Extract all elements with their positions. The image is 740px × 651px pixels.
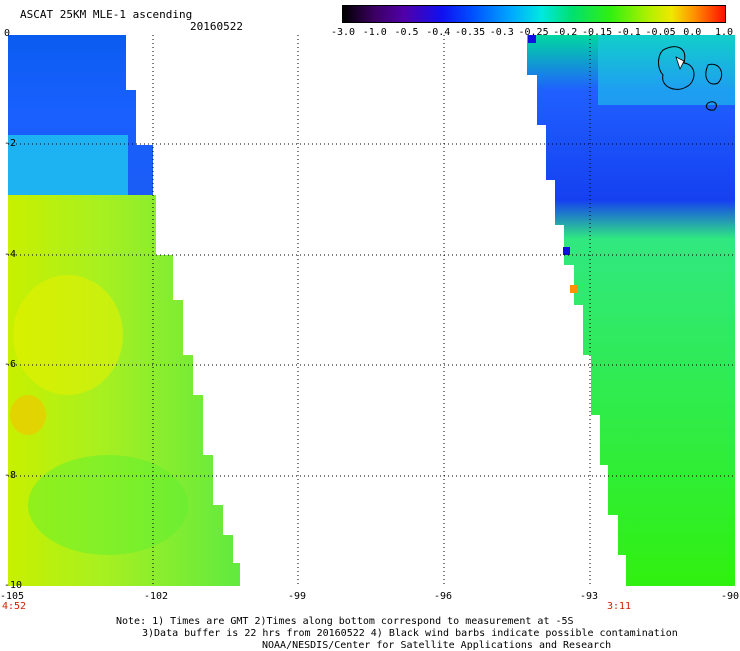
x-tick: -102 — [144, 591, 169, 602]
swath-map — [8, 35, 735, 586]
colorbar-label: -0.5 — [394, 27, 419, 38]
x-tick: -93 — [580, 591, 599, 602]
colorbar-label: -0.05 — [645, 27, 676, 38]
colorbar-label: -1.0 — [362, 27, 387, 38]
x-tick: -105 — [0, 591, 25, 602]
colorbar-label: -0.3 — [489, 27, 514, 38]
island-outline — [705, 63, 723, 85]
map-date: 20160522 — [190, 20, 243, 33]
x-tick: -90 — [721, 591, 740, 602]
island-outline — [705, 101, 717, 111]
map-title: ASCAT 25KM MLE-1 ascending — [20, 8, 193, 21]
colorbar-label: -0.2 — [553, 27, 578, 38]
island-outline — [658, 46, 695, 90]
note-line-3: NOAA/NESDIS/Center for Satellite Applica… — [262, 640, 612, 651]
note-line-1: Note: 1) Times are GMT 2)Times along bot… — [116, 616, 574, 627]
y-tick: -2 — [4, 138, 17, 149]
y-tick: -8 — [4, 470, 17, 481]
colorbar-label: 0.0 — [683, 27, 702, 38]
time-label-left: 4:52 — [2, 601, 27, 612]
y-tick: 0 — [4, 28, 11, 39]
colorbar-label: -0.25 — [518, 27, 549, 38]
colorbar-label: -0.4 — [426, 27, 451, 38]
colorbar-label: -0.15 — [582, 27, 613, 38]
y-tick: -6 — [4, 359, 17, 370]
x-tick: -99 — [288, 591, 307, 602]
colorbar-label: -0.1 — [616, 27, 641, 38]
x-tick: -96 — [434, 591, 453, 602]
colorbar — [342, 5, 726, 23]
colorbar-label: -0.35 — [455, 27, 486, 38]
y-tick: -10 — [4, 580, 23, 591]
colorbar-label: 1.0 — [715, 27, 734, 38]
y-tick: -4 — [4, 249, 17, 260]
time-label-right: 3:11 — [607, 601, 632, 612]
colorbar-label: -3.0 — [331, 27, 356, 38]
note-line-2: 3)Data buffer is 22 hrs from 20160522 4)… — [142, 628, 678, 639]
swath-right — [527, 35, 735, 586]
